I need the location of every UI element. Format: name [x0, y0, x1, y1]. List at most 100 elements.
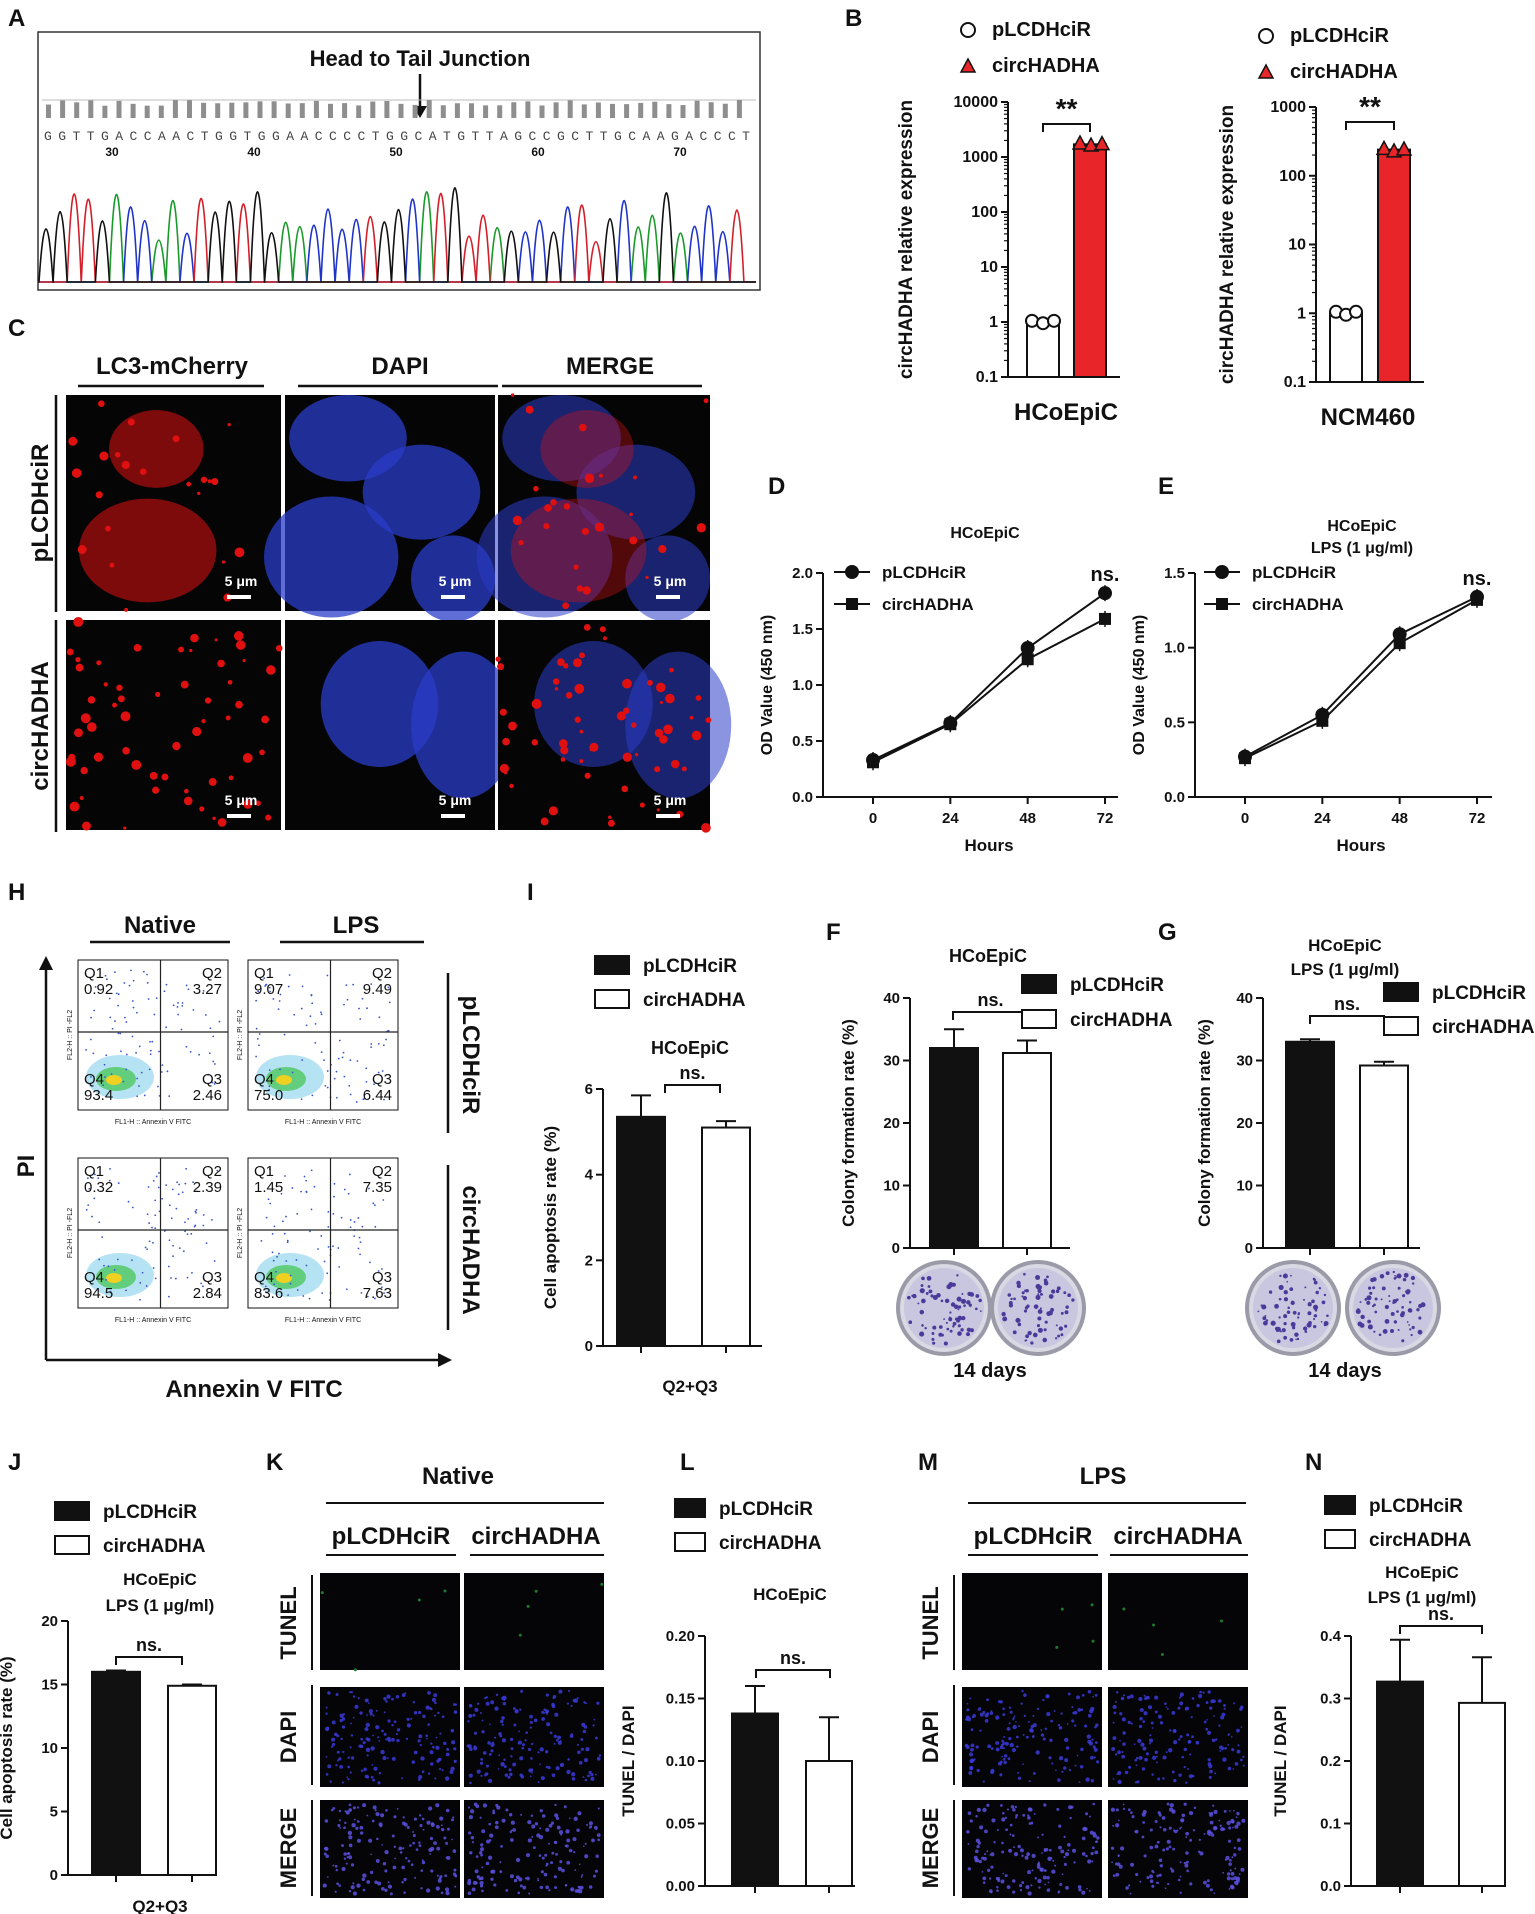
dapi-dot	[451, 1818, 454, 1822]
event-dot	[175, 1207, 178, 1210]
dapi-dot	[347, 1765, 351, 1769]
dapi-dot	[1209, 1888, 1213, 1892]
event-dot	[202, 1224, 205, 1227]
dapi-dot	[495, 1820, 499, 1825]
dapi-dot	[1074, 1724, 1077, 1727]
y-axis-label: OD Value (450 nm)	[759, 615, 776, 756]
dapi-dot	[1001, 1850, 1005, 1854]
dapi-dot	[1008, 1736, 1012, 1741]
colony-dot	[1033, 1304, 1039, 1309]
dapi-dot	[503, 1765, 507, 1768]
lc3-punctum	[656, 808, 660, 812]
event-dot	[87, 1177, 89, 1180]
dapi-dot	[568, 1689, 571, 1693]
colony-dot	[936, 1293, 941, 1298]
dapi-dot	[439, 1732, 442, 1735]
dapi-dot	[490, 1700, 495, 1705]
legend-swatch	[1021, 974, 1057, 994]
event-dot	[209, 1027, 212, 1030]
dapi-dot	[579, 1885, 584, 1890]
dapi-dot	[1069, 1816, 1072, 1820]
dapi-dot	[1058, 1756, 1064, 1761]
dapi-dot	[427, 1691, 431, 1695]
colony-dot	[1057, 1334, 1061, 1338]
micro-image	[66, 620, 281, 830]
dapi-dot	[368, 1709, 373, 1714]
dapi-dot	[337, 1823, 341, 1828]
dapi-dot	[592, 1724, 595, 1727]
h-col-native: Native	[124, 912, 196, 939]
panel-a-chromatogram: Head to Tail Junction GGTTGACCAACTGGTGGA…	[37, 31, 761, 291]
event-dot	[184, 1221, 186, 1224]
dapi-dot	[1067, 1849, 1070, 1852]
dapi-dot	[970, 1743, 975, 1748]
dapi-dot	[412, 1833, 416, 1838]
event-dot	[300, 1007, 303, 1010]
dapi-dot	[1218, 1819, 1221, 1822]
dapi-dot	[1122, 1803, 1125, 1806]
event-dot	[106, 978, 108, 981]
dapi-dot	[453, 1747, 457, 1751]
colony-dot	[1396, 1310, 1399, 1313]
dapi-dot	[1191, 1697, 1195, 1700]
dapi-dot	[451, 1740, 456, 1745]
dapi-dot	[1169, 1803, 1174, 1808]
dapi-dot	[1011, 1834, 1015, 1837]
dapi-dot	[573, 1851, 576, 1854]
dapi-dot	[441, 1715, 445, 1719]
event-dot	[153, 1013, 156, 1016]
dapi-dot	[510, 1747, 514, 1751]
dapi-dot	[550, 1821, 555, 1825]
dapi-dot	[531, 1771, 533, 1774]
colony-dot	[952, 1325, 955, 1328]
dapi-dot	[986, 1698, 989, 1702]
dapi-dot	[410, 1863, 414, 1866]
lc3-punctum	[189, 648, 193, 653]
lc3-punctum	[235, 700, 243, 709]
dapi-dot	[967, 1811, 972, 1815]
event-dot	[194, 1224, 197, 1227]
event-dot	[117, 993, 120, 996]
lc3-punctum	[665, 693, 675, 704]
dapi-dot	[1120, 1696, 1125, 1701]
event-dot	[309, 1015, 312, 1018]
lc3-punctum	[183, 796, 193, 806]
dapi-dot	[1230, 1818, 1235, 1824]
dapi-dot	[595, 1736, 598, 1740]
quality-bar	[116, 100, 122, 118]
colony-dot	[945, 1321, 948, 1324]
dapi-dot	[1154, 1750, 1158, 1755]
dapi-dot	[1009, 1833, 1012, 1836]
dapi-dot	[553, 1734, 557, 1738]
colony-dot	[956, 1274, 959, 1277]
q3-value: 2.84	[193, 1285, 222, 1302]
dapi-dot	[514, 1709, 519, 1714]
event-dot	[105, 1278, 108, 1281]
y-axis-label: circHADHA relative expression	[896, 100, 917, 379]
quality-bar	[581, 104, 587, 118]
dapi-dot	[590, 1776, 595, 1781]
lc3-punctum	[265, 814, 272, 821]
dapi-dot	[1037, 1836, 1039, 1839]
quality-bar	[158, 105, 164, 118]
lc3-punctum	[131, 760, 142, 770]
event-dot	[374, 1225, 377, 1228]
dapi-dot	[1043, 1848, 1047, 1852]
dapi-dot	[539, 1763, 541, 1766]
dapi-dot	[1166, 1707, 1169, 1710]
y-tick-label: 5	[50, 1804, 58, 1821]
dapi-dot	[510, 1829, 513, 1832]
dapi-dot	[969, 1697, 972, 1700]
event-dot	[93, 1197, 96, 1200]
dapi-dot	[567, 1758, 570, 1761]
colony-dot	[1026, 1304, 1030, 1308]
colony-dot	[1312, 1277, 1316, 1281]
dapi-dot	[1241, 1818, 1246, 1823]
event-dot	[184, 1182, 187, 1185]
colony-dot	[1381, 1286, 1386, 1291]
chart-subtitle: LPS (1 μg/ml)	[106, 1596, 215, 1615]
colony-dot	[1278, 1297, 1282, 1301]
dapi-dot	[1096, 1760, 1100, 1764]
dapi-dot	[453, 1710, 458, 1714]
